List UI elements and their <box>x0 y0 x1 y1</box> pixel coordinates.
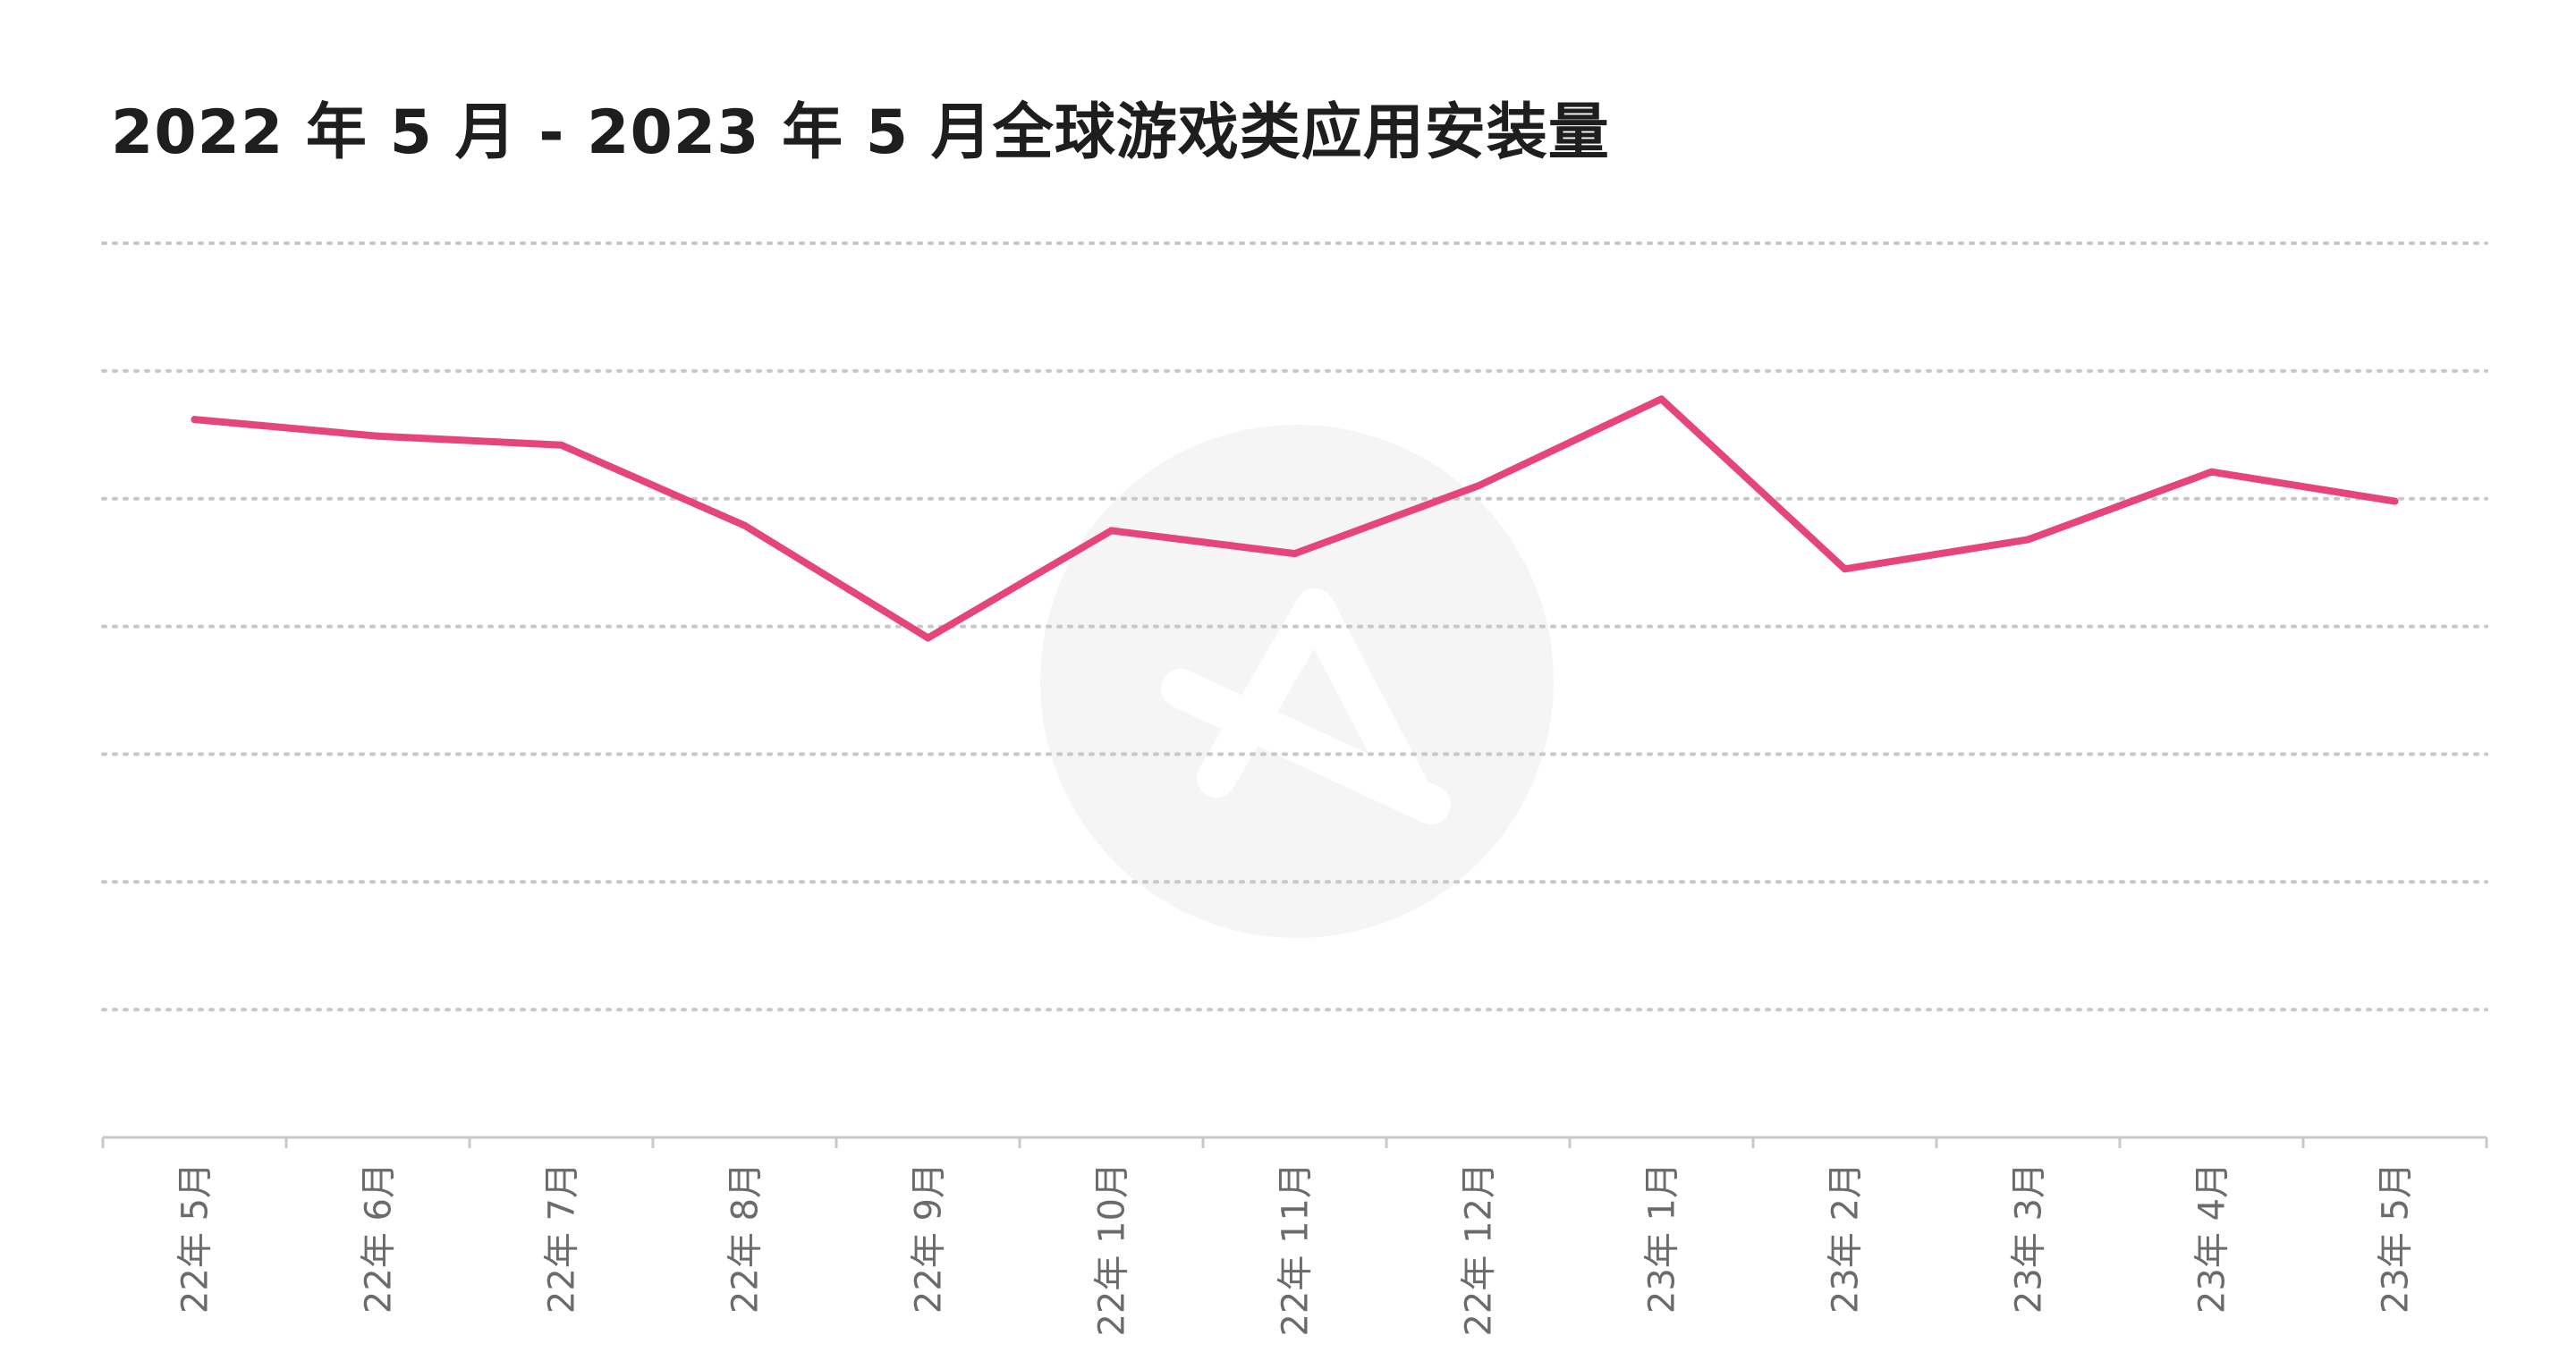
data-point <box>1291 550 1299 558</box>
x-tick-label: 22年 6月 <box>359 1162 400 1314</box>
x-tick-label: 23年 3月 <box>2009 1162 2050 1314</box>
data-point <box>924 634 932 642</box>
x-tick-label: 23年 1月 <box>1642 1162 1683 1314</box>
data-point <box>2391 497 2399 505</box>
watermark-logo-icon <box>1040 425 1554 938</box>
x-axis: 22年 5月 22年 6月 22年 7月 22年 8月 22年 9月 22年 10月 22年… <box>101 1136 2488 1337</box>
x-tick-label: 22年 8月 <box>725 1162 767 1314</box>
x-tick-label: 22年 5月 <box>175 1162 216 1314</box>
data-point <box>2207 468 2216 476</box>
x-tick-label: 22年 11月 <box>1275 1162 1317 1337</box>
data-point <box>1657 395 1665 403</box>
x-tick-label: 23年 2月 <box>1826 1162 1867 1314</box>
data-point <box>741 521 749 529</box>
x-tick-label: 22年 9月 <box>909 1162 950 1314</box>
data-point <box>191 416 199 424</box>
data-point <box>2024 536 2032 544</box>
grid-lines <box>101 241 2488 1012</box>
x-tick-label: 23年 4月 <box>2192 1162 2233 1314</box>
x-tick-label: 22年 7月 <box>542 1162 583 1314</box>
chart-title: 2022 年 5 月 - 2023 年 5 月全球游戏类应用安装量 <box>111 97 1610 168</box>
x-tick-label: 22年 12月 <box>1459 1162 1500 1337</box>
data-point <box>374 432 382 440</box>
x-tick-label: 23年 5月 <box>2376 1162 2417 1314</box>
data-point <box>1107 527 1115 535</box>
data-point <box>557 441 565 449</box>
series-group <box>191 395 2399 642</box>
data-point <box>1474 482 1482 490</box>
x-tick-label: 22年 10月 <box>1092 1162 1133 1337</box>
data-point <box>1841 565 1849 573</box>
